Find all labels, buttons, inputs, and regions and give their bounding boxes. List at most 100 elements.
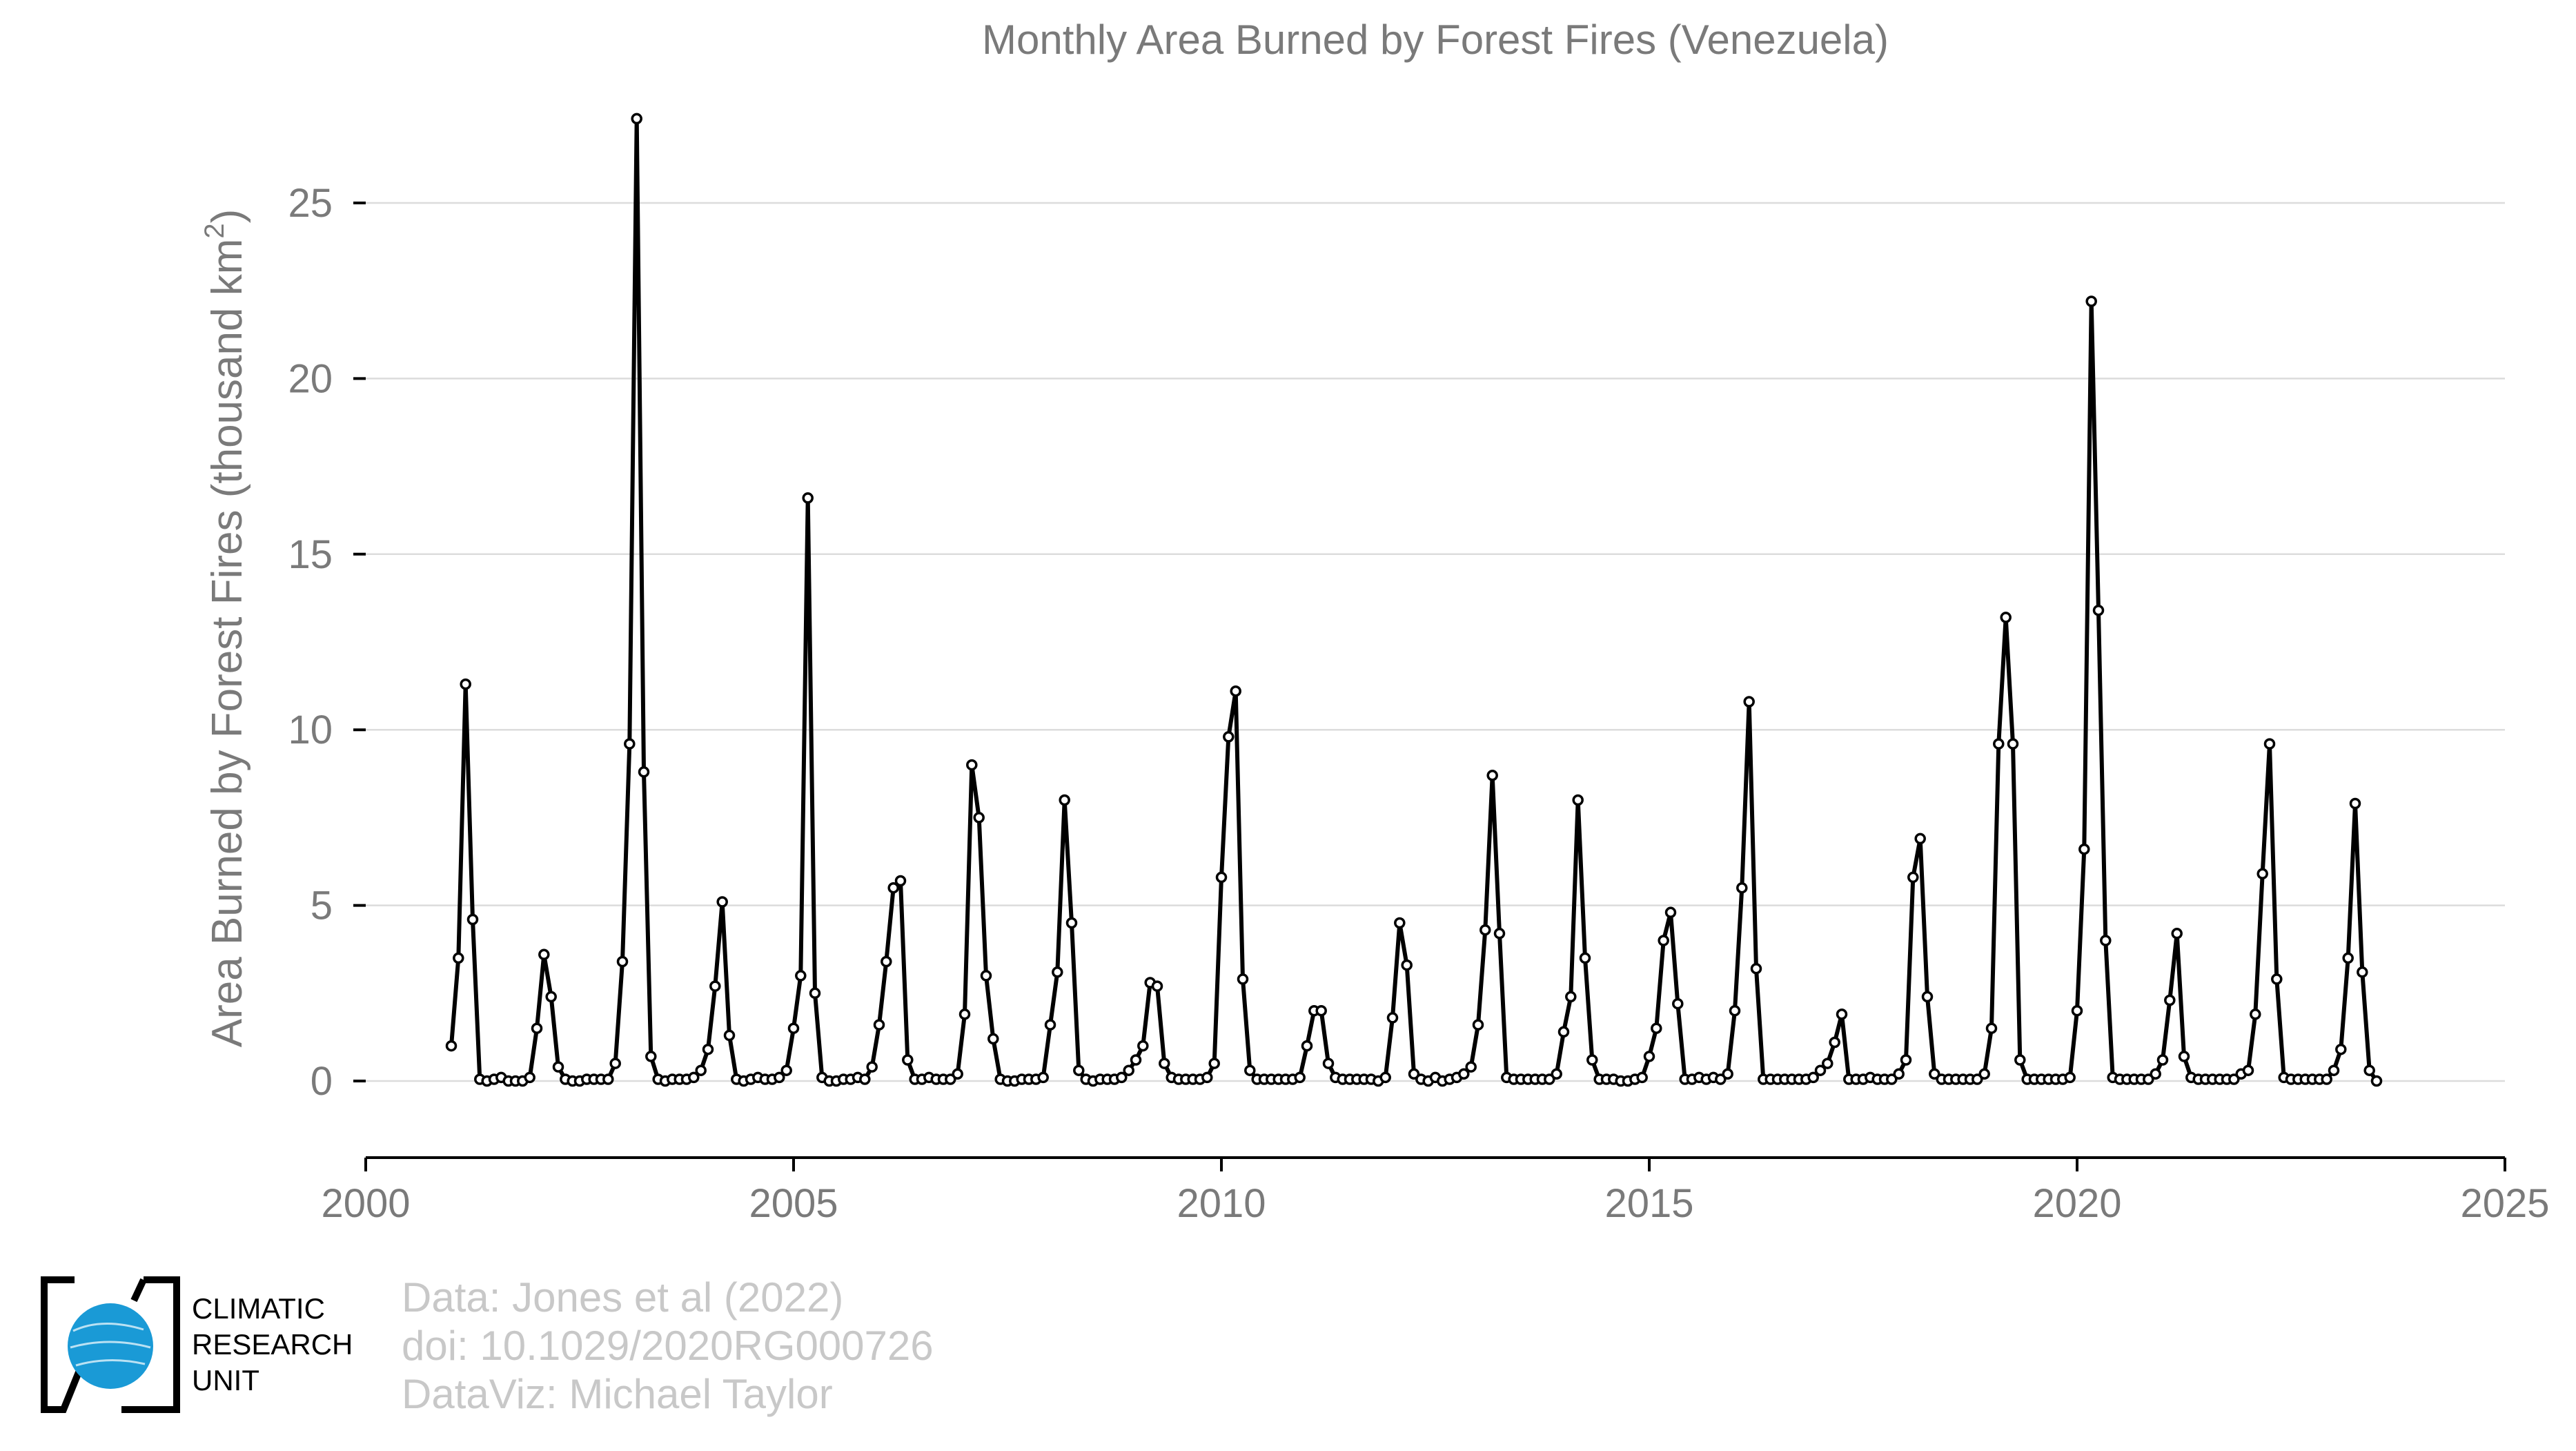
data-point bbox=[1993, 738, 2005, 750]
credit-dataviz: DataViz: Michael Taylor bbox=[402, 1371, 833, 1417]
data-point bbox=[1893, 1068, 1905, 1080]
data-point bbox=[1059, 794, 1070, 806]
data-point bbox=[2064, 1071, 2076, 1084]
data-point bbox=[1557, 1026, 1570, 1038]
data-point bbox=[1123, 1064, 1134, 1076]
data-point bbox=[809, 987, 821, 1000]
data-point bbox=[802, 492, 814, 504]
y-tick-label: 25 bbox=[288, 181, 333, 226]
data-point bbox=[1322, 1058, 1335, 1069]
data-point bbox=[980, 970, 992, 982]
data-point bbox=[1929, 1068, 1940, 1080]
y-axis-label-superscript: 2 bbox=[199, 223, 230, 238]
data-point bbox=[1073, 1064, 1085, 1076]
data-point bbox=[1315, 1004, 1327, 1017]
data-point bbox=[1807, 1071, 1819, 1084]
data-point bbox=[1401, 959, 1413, 971]
data-point bbox=[1230, 685, 1241, 697]
data-point bbox=[1137, 1040, 1149, 1052]
data-point bbox=[1465, 1061, 1477, 1073]
data-point bbox=[716, 896, 728, 908]
data-point bbox=[1208, 1058, 1220, 1069]
data-point bbox=[2357, 966, 2368, 978]
data-point bbox=[609, 1058, 621, 1069]
data-point bbox=[695, 1064, 707, 1076]
data-point bbox=[1159, 1058, 1170, 1069]
logo-line-1: CLIMATIC bbox=[192, 1292, 325, 1325]
data-point bbox=[1065, 917, 1078, 929]
data-point bbox=[1237, 973, 1249, 985]
series-line bbox=[449, 116, 2379, 1083]
data-point bbox=[1736, 882, 1748, 894]
data-point bbox=[2178, 1051, 2190, 1062]
data-point bbox=[2363, 1064, 2375, 1076]
logo-line-2: RESEARCH bbox=[192, 1328, 353, 1361]
data-point bbox=[1907, 871, 1919, 884]
data-point bbox=[1394, 917, 1406, 929]
data-point bbox=[1750, 962, 1762, 975]
data-point bbox=[2085, 295, 2097, 307]
data-point bbox=[1658, 935, 1669, 946]
y-tick-label: 10 bbox=[288, 708, 333, 752]
data-point bbox=[1729, 1004, 1741, 1017]
data-point bbox=[1743, 696, 1755, 708]
y-tick-label: 0 bbox=[311, 1059, 333, 1104]
x-tick-label: 2015 bbox=[1604, 1181, 1693, 1226]
data-point bbox=[2242, 1064, 2254, 1076]
data-point bbox=[2321, 1073, 2332, 1085]
data-point bbox=[1037, 1071, 1049, 1084]
data-point bbox=[460, 678, 471, 690]
data-point bbox=[2100, 935, 2112, 946]
data-point bbox=[2156, 1054, 2169, 1066]
data-point bbox=[1643, 1051, 1655, 1062]
data-point bbox=[2143, 1073, 2154, 1085]
data-point bbox=[1386, 1012, 1399, 1024]
data-point bbox=[966, 759, 978, 771]
data-point bbox=[2328, 1064, 2340, 1076]
data-point bbox=[2271, 973, 2283, 985]
data-point bbox=[2164, 994, 2176, 1006]
data-point bbox=[1586, 1054, 1598, 1066]
data-point bbox=[787, 1022, 800, 1034]
data-point bbox=[945, 1073, 956, 1085]
data-point bbox=[1379, 1071, 1391, 1084]
data-point bbox=[1985, 1022, 1998, 1034]
data-point bbox=[1900, 1054, 1912, 1066]
data-point bbox=[2250, 1009, 2261, 1020]
data-point bbox=[2342, 952, 2354, 964]
series-markers bbox=[445, 113, 2383, 1087]
data-point bbox=[1544, 1073, 1555, 1085]
data-point bbox=[1130, 1054, 1142, 1066]
data-point bbox=[2228, 1073, 2240, 1085]
data-point bbox=[1822, 1058, 1833, 1069]
data-point bbox=[2014, 1054, 2026, 1066]
data-point bbox=[958, 1009, 971, 1020]
x-tick-label: 2000 bbox=[321, 1181, 410, 1226]
data-point bbox=[1215, 871, 1228, 884]
data-point bbox=[1301, 1040, 1313, 1052]
chart-title: Monthly Area Burned by Forest Fires (Ven… bbox=[982, 17, 1889, 63]
data-point bbox=[887, 882, 899, 894]
data-point bbox=[2007, 738, 2019, 750]
credit-doi: doi: 10.1029/2020RG000726 bbox=[402, 1323, 934, 1369]
data-point bbox=[866, 1061, 878, 1073]
data-point bbox=[1044, 1019, 1056, 1031]
y-tick-labels: 0 5 10 15 20 25 bbox=[288, 181, 366, 1104]
data-point bbox=[552, 1061, 564, 1073]
data-point bbox=[531, 1022, 543, 1034]
data-point bbox=[987, 1033, 999, 1045]
data-point bbox=[1116, 1071, 1128, 1084]
data-point bbox=[1223, 731, 1235, 743]
data-point bbox=[645, 1051, 657, 1062]
x-tick-label: 2005 bbox=[749, 1181, 838, 1226]
data-point bbox=[1664, 906, 1677, 919]
data-point bbox=[445, 1040, 458, 1052]
y-tick-label: 15 bbox=[288, 532, 333, 577]
x-tick-label: 2020 bbox=[2032, 1181, 2121, 1226]
data-point bbox=[1244, 1064, 1256, 1076]
data-point bbox=[1636, 1071, 1648, 1084]
gridlines bbox=[366, 202, 2505, 1082]
data-point bbox=[602, 1073, 614, 1085]
data-point bbox=[881, 955, 892, 968]
